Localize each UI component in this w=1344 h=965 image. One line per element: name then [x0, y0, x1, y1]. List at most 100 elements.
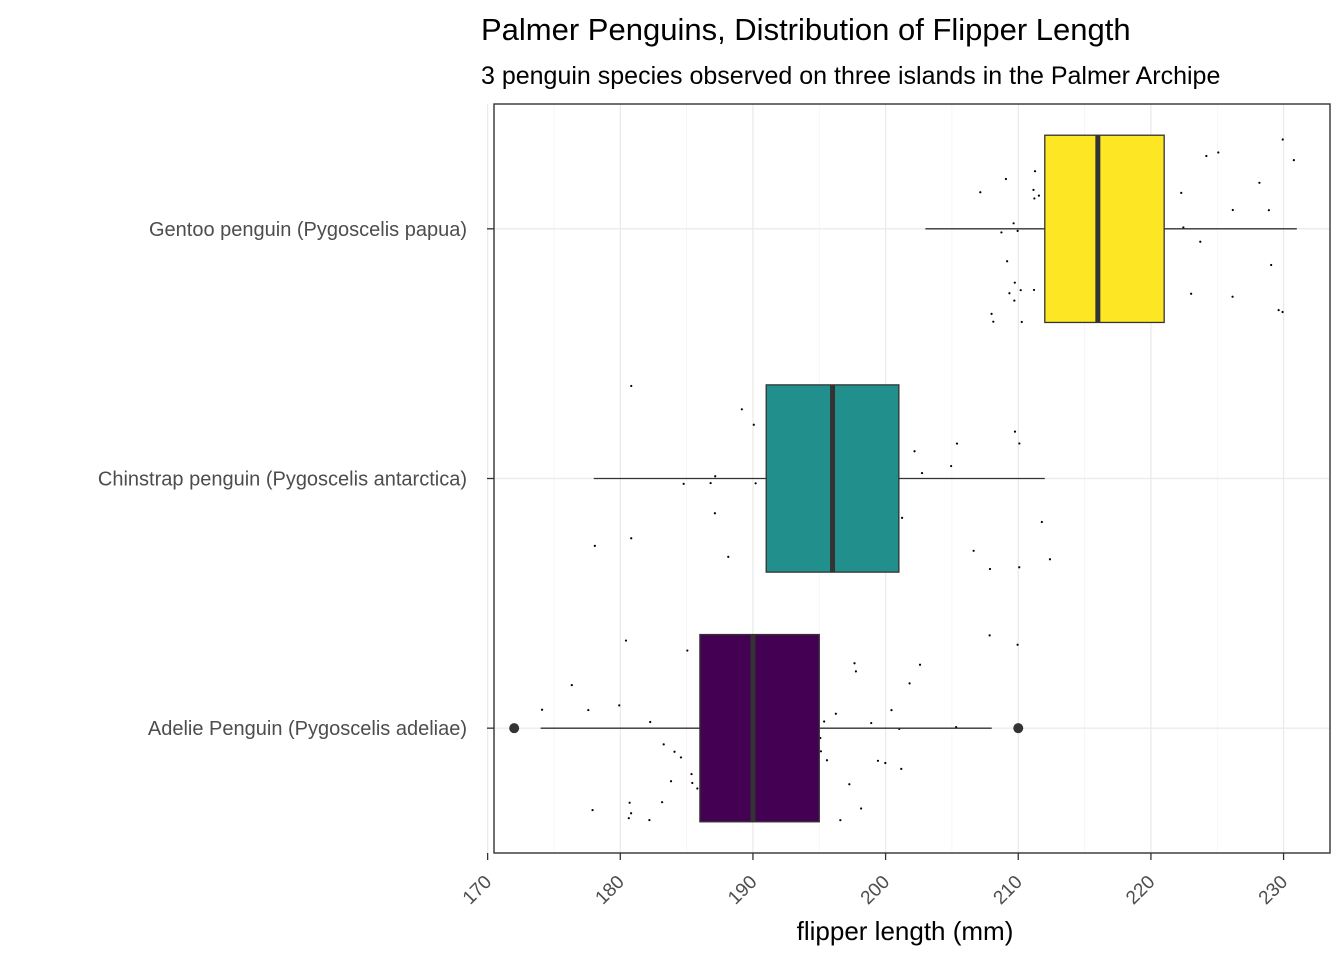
data-point: [918, 663, 922, 666]
data-point: [662, 743, 665, 746]
data-point: [630, 384, 633, 388]
data-point: [1048, 558, 1052, 561]
data-point: [1190, 292, 1193, 295]
x-tick-label: 180: [592, 872, 629, 909]
data-point: [1180, 191, 1183, 194]
data-point: [1008, 292, 1011, 295]
x-tick-label: 170: [459, 872, 496, 909]
data-point: [1016, 643, 1019, 646]
data-point: [1277, 309, 1280, 312]
data-point: [920, 471, 924, 475]
data-point: [1000, 231, 1003, 234]
data-point: [870, 721, 873, 725]
y-tick-label: Adelie Penguin (Pygoscelis adeliae): [148, 718, 467, 740]
data-point: [1016, 229, 1019, 232]
data-point: [1231, 208, 1234, 212]
x-tick-label: 220: [1122, 872, 1159, 909]
data-point: [1012, 222, 1015, 225]
data-point: [1231, 295, 1234, 298]
data-point: [1217, 151, 1220, 154]
x-tick-label: 230: [1255, 872, 1292, 909]
data-point: [848, 783, 851, 786]
box-2: [699, 633, 820, 823]
data-point: [628, 801, 631, 804]
data-point: [825, 759, 829, 762]
data-point: [913, 450, 916, 453]
chart-subtitle: 3 penguin species observed on three isla…: [481, 62, 1220, 90]
data-point: [686, 649, 689, 652]
data-point: [1032, 188, 1035, 191]
data-point: [630, 812, 633, 815]
data-point: [673, 750, 676, 753]
data-point: [1267, 209, 1270, 212]
data-point: [1020, 320, 1023, 324]
data-point: [713, 512, 717, 515]
x-axis-label: flipper length (mm): [797, 916, 1014, 946]
x-tick-label: 190: [724, 872, 761, 909]
data-point: [890, 709, 893, 712]
data-point: [1199, 240, 1202, 243]
panel-border: [493, 103, 1331, 854]
data-point: [1258, 181, 1261, 184]
data-point: [1033, 197, 1036, 200]
data-point: [624, 639, 628, 642]
box-0: [1044, 134, 1165, 324]
data-point: [630, 537, 633, 540]
data-point: [1033, 170, 1037, 173]
data-point: [1018, 442, 1021, 445]
data-point: [900, 516, 904, 519]
data-point: [1013, 299, 1016, 302]
data-point: [714, 475, 717, 478]
data-point: [859, 807, 863, 810]
data-point: [618, 704, 621, 707]
data-point: [988, 567, 992, 571]
data-point: [1281, 138, 1284, 141]
boxes: [509, 134, 1297, 823]
data-point: [1032, 288, 1036, 292]
data-point: [648, 818, 651, 822]
data-point: [1292, 158, 1295, 162]
data-point: [854, 670, 858, 673]
data-point: [839, 819, 842, 822]
data-point: [876, 759, 880, 762]
data-point: [1270, 263, 1273, 267]
data-point: [908, 682, 911, 685]
data-point: [752, 423, 755, 426]
data-point: [593, 544, 596, 547]
data-point: [570, 684, 573, 687]
data-point: [992, 320, 995, 323]
data-point: [587, 708, 590, 712]
data-point: [1006, 260, 1009, 263]
data-point: [540, 708, 544, 711]
outlier-point: [509, 723, 520, 734]
data-point: [1018, 566, 1021, 569]
data-point: [1040, 520, 1043, 524]
data-point: [955, 442, 959, 445]
chart-title: Palmer Penguins, Distribution of Flipper…: [481, 12, 1131, 47]
data-point: [691, 781, 694, 785]
y-tick-label: Gentoo penguin (Pygoscelis papua): [149, 219, 467, 241]
data-point: [679, 756, 683, 759]
data-point: [1281, 310, 1284, 314]
data-point: [1182, 226, 1185, 229]
data-point: [661, 801, 664, 804]
data-point: [972, 549, 975, 552]
data-point: [727, 555, 730, 558]
data-point: [990, 312, 993, 315]
data-point: [1004, 177, 1008, 181]
data-point: [591, 808, 594, 812]
data-point: [669, 780, 673, 783]
data-point: [900, 767, 903, 771]
data-point: [696, 787, 699, 790]
data-point: [682, 482, 685, 485]
data-point: [950, 464, 953, 468]
data-point: [1037, 194, 1041, 197]
data-point: [1019, 289, 1022, 292]
data-point: [754, 482, 757, 485]
data-point: [979, 191, 982, 194]
x-tick-label: 200: [857, 872, 894, 909]
data-point: [709, 481, 712, 485]
x-tick-label: 210: [990, 872, 1027, 909]
